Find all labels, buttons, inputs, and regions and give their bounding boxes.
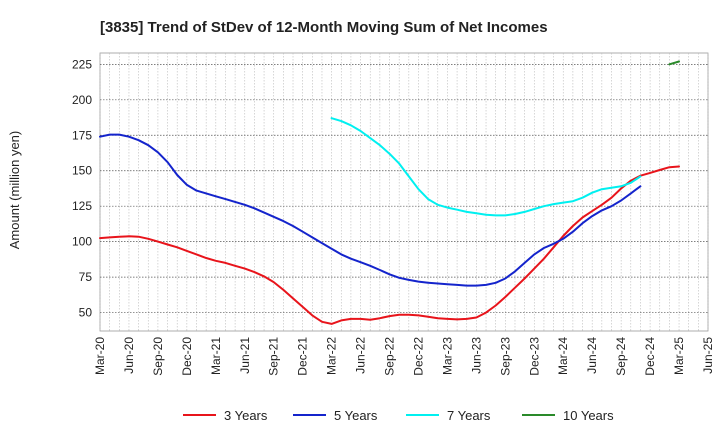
x-tick-label: Mar-25 xyxy=(672,337,686,375)
x-tick-label: Sep-24 xyxy=(614,337,628,376)
x-tick-label: Mar-23 xyxy=(440,337,454,375)
legend-label: 3 Years xyxy=(224,408,268,423)
x-tick-label: Sep-23 xyxy=(498,337,512,376)
y-tick-label: 75 xyxy=(79,270,93,284)
x-tick-label: Jun-22 xyxy=(354,337,368,374)
series-line-5-years xyxy=(99,133,642,287)
grid-lines xyxy=(99,53,709,331)
y-tick-label: 200 xyxy=(72,93,92,107)
y-tick-label: 125 xyxy=(72,199,92,213)
series-lines xyxy=(99,60,680,325)
x-tick-label: Dec-20 xyxy=(180,337,194,376)
chart-title: [3835] Trend of StDev of 12-Month Moving… xyxy=(100,19,548,36)
x-tick-label: Jun-25 xyxy=(701,337,715,374)
legend: 3 Years 5 Years 7 Years 10 Years xyxy=(183,408,614,423)
x-tick-label: Dec-23 xyxy=(527,337,541,376)
series-line-7-years xyxy=(330,117,642,217)
legend-label: 7 Years xyxy=(447,408,491,423)
series-line-3-years xyxy=(99,165,680,325)
y-tick-label: 100 xyxy=(72,235,92,249)
series-line-10-years xyxy=(668,60,680,66)
y-tick-label: 175 xyxy=(72,128,92,142)
x-tick-label: Jun-23 xyxy=(469,337,483,374)
x-tick-label: Jun-20 xyxy=(122,337,136,374)
x-tick-label: Sep-21 xyxy=(267,337,281,376)
y-tick-label: 150 xyxy=(72,164,92,178)
legend-label: 10 Years xyxy=(563,408,614,423)
y-tick-label: 50 xyxy=(79,306,93,320)
x-tick-label: Dec-21 xyxy=(296,337,310,376)
x-tick-label: Dec-24 xyxy=(643,337,657,376)
x-tick-label: Mar-21 xyxy=(209,337,223,375)
x-axis-ticks: Mar-20 Jun-20 Sep-20 Dec-20 Mar-21 Jun-21 Sep-… xyxy=(93,337,715,376)
y-axis-label: Amount (million yen) xyxy=(7,131,22,250)
x-tick-label: Mar-22 xyxy=(325,337,339,375)
x-tick-label: Mar-24 xyxy=(556,337,570,375)
x-tick-label: Jun-24 xyxy=(585,337,599,374)
x-tick-label: Sep-22 xyxy=(383,337,397,376)
y-axis-ticks: 50 75 100 125 150 175 200 225 xyxy=(72,57,92,319)
legend-label: 5 Years xyxy=(334,408,378,423)
x-tick-label: Sep-20 xyxy=(151,337,165,376)
y-tick-label: 225 xyxy=(72,57,92,71)
x-tick-label: Jun-21 xyxy=(238,337,252,374)
x-tick-label: Mar-20 xyxy=(93,337,107,375)
y-axis-label-group: Amount (million yen) xyxy=(7,131,22,250)
x-tick-label: Dec-22 xyxy=(411,337,425,376)
